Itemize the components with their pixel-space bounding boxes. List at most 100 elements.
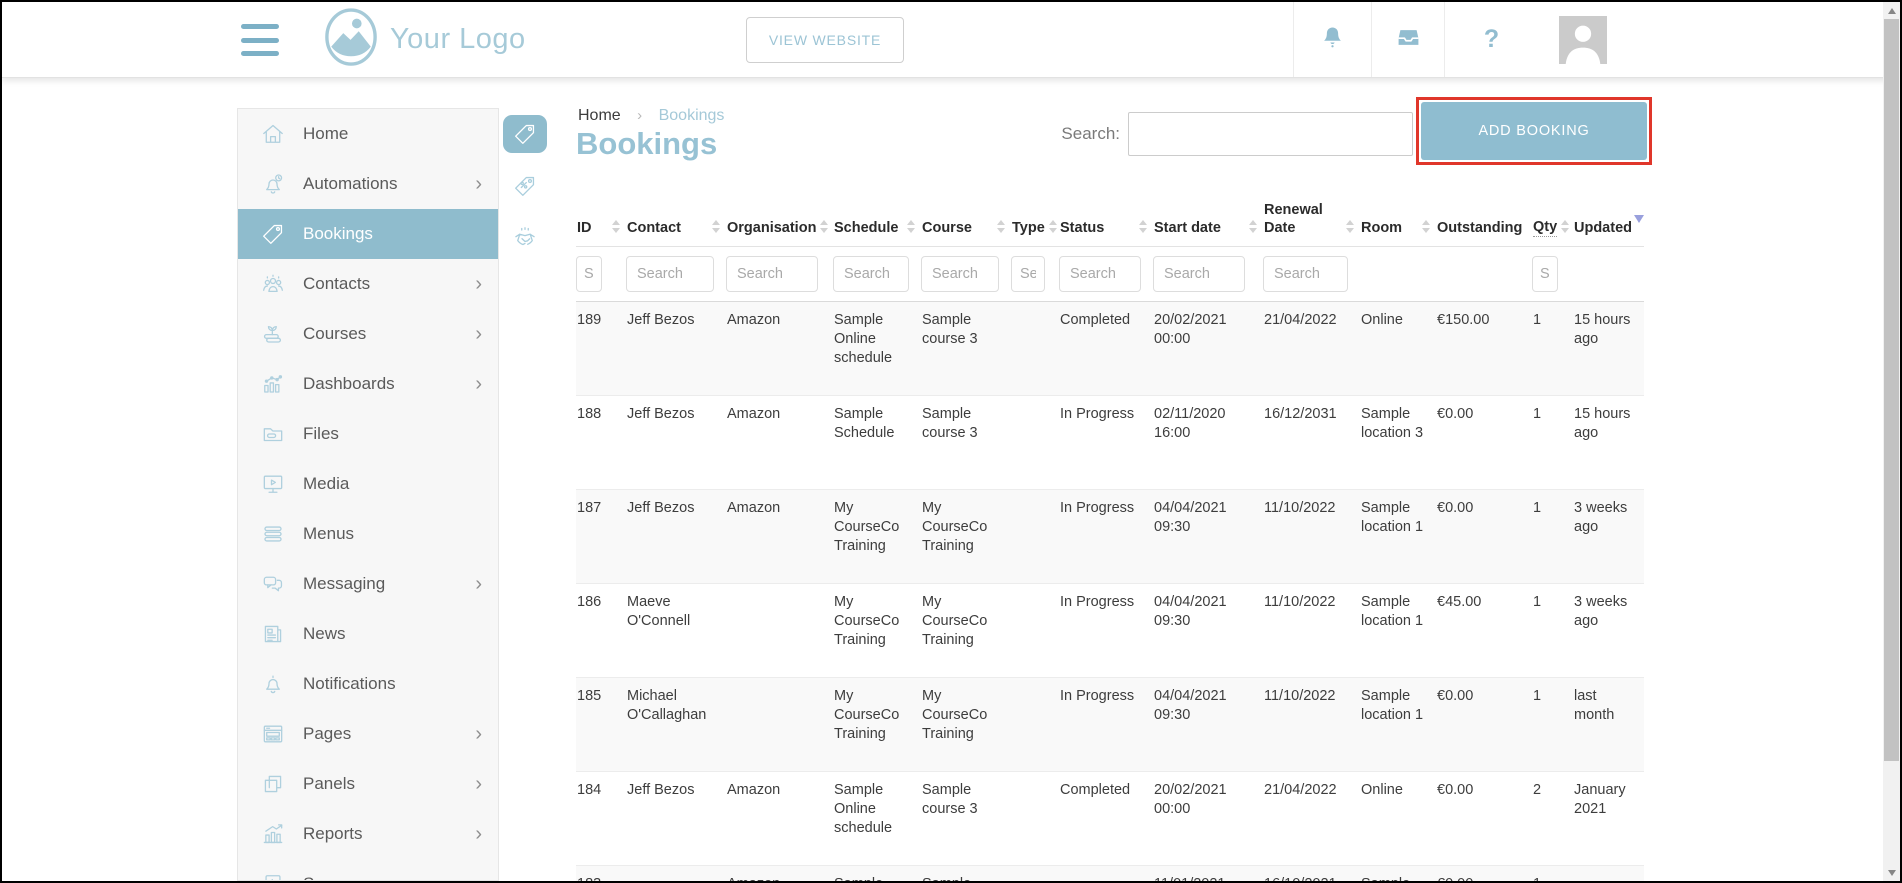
sort-arrows-icon[interactable] — [903, 220, 915, 233]
rail-item-handshake-icon[interactable] — [503, 219, 547, 257]
cell-type — [1011, 490, 1059, 583]
breadcrumb-home-link[interactable]: Home — [578, 107, 621, 124]
table-row[interactable]: 187 Jeff Bezos Amazon My CourseCo Training M… — [576, 490, 1644, 584]
filter-contact-input[interactable] — [626, 256, 714, 292]
column-header-status[interactable]: Status — [1059, 219, 1153, 246]
sidebar-item-notifications[interactable]: Notifications — [238, 659, 498, 709]
filter-cell-start_date — [1153, 256, 1263, 292]
sidebar-item-files[interactable]: Files — [238, 409, 498, 459]
sort-arrows-icon[interactable] — [708, 220, 720, 233]
sidebar-item-menus[interactable]: Menus — [238, 509, 498, 559]
sidebar-item-news[interactable]: News — [238, 609, 498, 659]
sidebar-item-dashboards[interactable]: Dashboards › — [238, 359, 498, 409]
sidebar-item-label: Pages — [303, 724, 352, 743]
sidebar-item-messaging[interactable]: Messaging › — [238, 559, 498, 609]
sidebar-item-contacts[interactable]: Contacts › — [238, 259, 498, 309]
column-header-type[interactable]: Type — [1011, 219, 1059, 246]
rail-item-tag-percent-icon[interactable] — [503, 167, 547, 205]
help-button[interactable]: ? — [1444, 2, 1538, 77]
column-header-contact[interactable]: Contact — [626, 219, 726, 246]
column-header-renewal_date[interactable]: Renewal Date — [1263, 201, 1360, 246]
sidebar-item-automations[interactable]: Automations › — [238, 159, 498, 209]
column-header-course[interactable]: Course — [921, 219, 1011, 246]
table-header-row: ID Contact Organisation Schedule Course Type S… — [576, 190, 1644, 247]
sidebar-item-courses[interactable]: Courses › — [238, 309, 498, 359]
stack-lines-icon — [260, 521, 286, 547]
table-row[interactable]: 186 Maeve O'Connell My CourseCo Training My… — [576, 584, 1644, 678]
sidebar-item-home[interactable]: Home — [238, 109, 498, 159]
filter-qty-input[interactable] — [1532, 256, 1558, 292]
sort-arrows-icon[interactable] — [1557, 220, 1570, 233]
profile-button[interactable] — [1538, 2, 1628, 77]
vertical-scrollbar[interactable] — [1883, 2, 1900, 881]
column-header-schedule[interactable]: Schedule — [833, 219, 921, 246]
scrollbar-thumb[interactable] — [1884, 19, 1899, 761]
sort-arrows-icon[interactable] — [1245, 220, 1257, 233]
filter-status-input[interactable] — [1059, 256, 1141, 292]
filter-schedule-input[interactable] — [833, 256, 909, 292]
sidebar-item-bookings[interactable]: Bookings — [238, 209, 498, 259]
cell-updated: last month — [1574, 688, 1615, 724]
search-input[interactable] — [1128, 112, 1413, 156]
sort-arrows-icon[interactable] — [993, 220, 1005, 233]
cell-updated — [1573, 866, 1644, 881]
filter-type-input[interactable] — [1011, 256, 1045, 292]
filter-id-input[interactable] — [576, 256, 602, 292]
sort-arrows-icon[interactable] — [1418, 220, 1430, 233]
rail-item-tag-icon[interactable] — [503, 115, 547, 153]
scroll-down-arrow-icon[interactable] — [1883, 19, 1900, 876]
sort-arrows-icon[interactable] — [608, 220, 620, 233]
cell-type — [1011, 772, 1059, 865]
filter-cell-type — [1011, 256, 1059, 292]
column-header-updated[interactable]: Updated — [1573, 215, 1650, 246]
cell-organisation: Amazon — [727, 312, 781, 328]
hamburger-menu-icon[interactable] — [241, 24, 279, 56]
filter-renewal_date-input[interactable] — [1263, 256, 1348, 292]
sort-arrows-icon[interactable] — [1342, 220, 1354, 233]
filter-cell-schedule — [833, 256, 921, 292]
filter-organisation-input[interactable] — [726, 256, 818, 292]
sort-arrows-icon[interactable] — [1135, 220, 1147, 233]
view-website-button[interactable]: VIEW WEBSITE — [746, 17, 904, 63]
main-content: Home › Bookings Bookings Search: ADD BOO… — [576, 78, 1652, 881]
sidebar-item-label: Menus — [303, 524, 355, 543]
column-header-qty[interactable]: Qty — [1532, 218, 1573, 246]
column-header-room[interactable]: Room — [1360, 219, 1436, 246]
filter-start_date-input[interactable] — [1153, 256, 1245, 292]
cell-room: Sample location 3 — [1361, 406, 1424, 442]
sort-desc-icon — [1634, 215, 1644, 223]
add-booking-button[interactable]: ADD BOOKING — [1421, 102, 1647, 160]
sort-arrows-icon[interactable] — [1045, 220, 1057, 233]
table-row[interactable]: 184 Jeff Bezos Amazon Sample Online schedul… — [576, 772, 1644, 866]
cell-organisation: Amazon — [727, 782, 781, 798]
cell-course: My CourseCo Training — [922, 594, 988, 649]
sidebar-item-reports[interactable]: Reports › — [238, 809, 498, 859]
table-row[interactable]: 189 Jeff Bezos Amazon Sample Online schedul… — [576, 302, 1644, 396]
sidebar-item-media[interactable]: Media — [238, 459, 498, 509]
column-header-organisation[interactable]: Organisation — [726, 219, 833, 246]
sort-arrows-icon[interactable] — [816, 220, 829, 233]
logo[interactable]: Your Logo — [324, 7, 526, 72]
cell-room: Sample location 1 — [1361, 594, 1424, 630]
column-header-outstanding[interactable]: Outstanding — [1437, 219, 1523, 236]
cell-schedule: Sample — [833, 866, 921, 881]
chevron-right-icon: › — [475, 773, 482, 795]
column-header-id[interactable]: ID — [576, 219, 626, 246]
layers-icon — [260, 771, 286, 797]
cell-renewal_date: 21/04/2022 — [1264, 782, 1337, 798]
monitor-play-icon — [260, 471, 286, 497]
sidebar-item-panels[interactable]: Panels › — [238, 759, 498, 809]
cell-qty: 2 — [1533, 782, 1542, 798]
table-row[interactable]: 183AmazonSampleSample11/01/202116/10/202… — [576, 866, 1644, 881]
scroll-up-arrow-icon[interactable] — [1883, 2, 1900, 19]
table-row[interactable]: 185 Michael O'Callaghan My CourseCo Traini… — [576, 678, 1644, 772]
sidebar-item-surveys[interactable]: Surveys — [238, 859, 498, 880]
sidebar-item-pages[interactable]: Pages › — [238, 709, 498, 759]
filter-course-input[interactable] — [921, 256, 999, 292]
bell-clock-icon — [260, 171, 286, 197]
table-row[interactable]: 188 Jeff Bezos Amazon Sample Schedule Sample… — [576, 396, 1644, 490]
notifications-button[interactable] — [1293, 2, 1371, 77]
inbox-button[interactable] — [1371, 2, 1444, 77]
column-header-start_date[interactable]: Start date — [1153, 219, 1263, 246]
